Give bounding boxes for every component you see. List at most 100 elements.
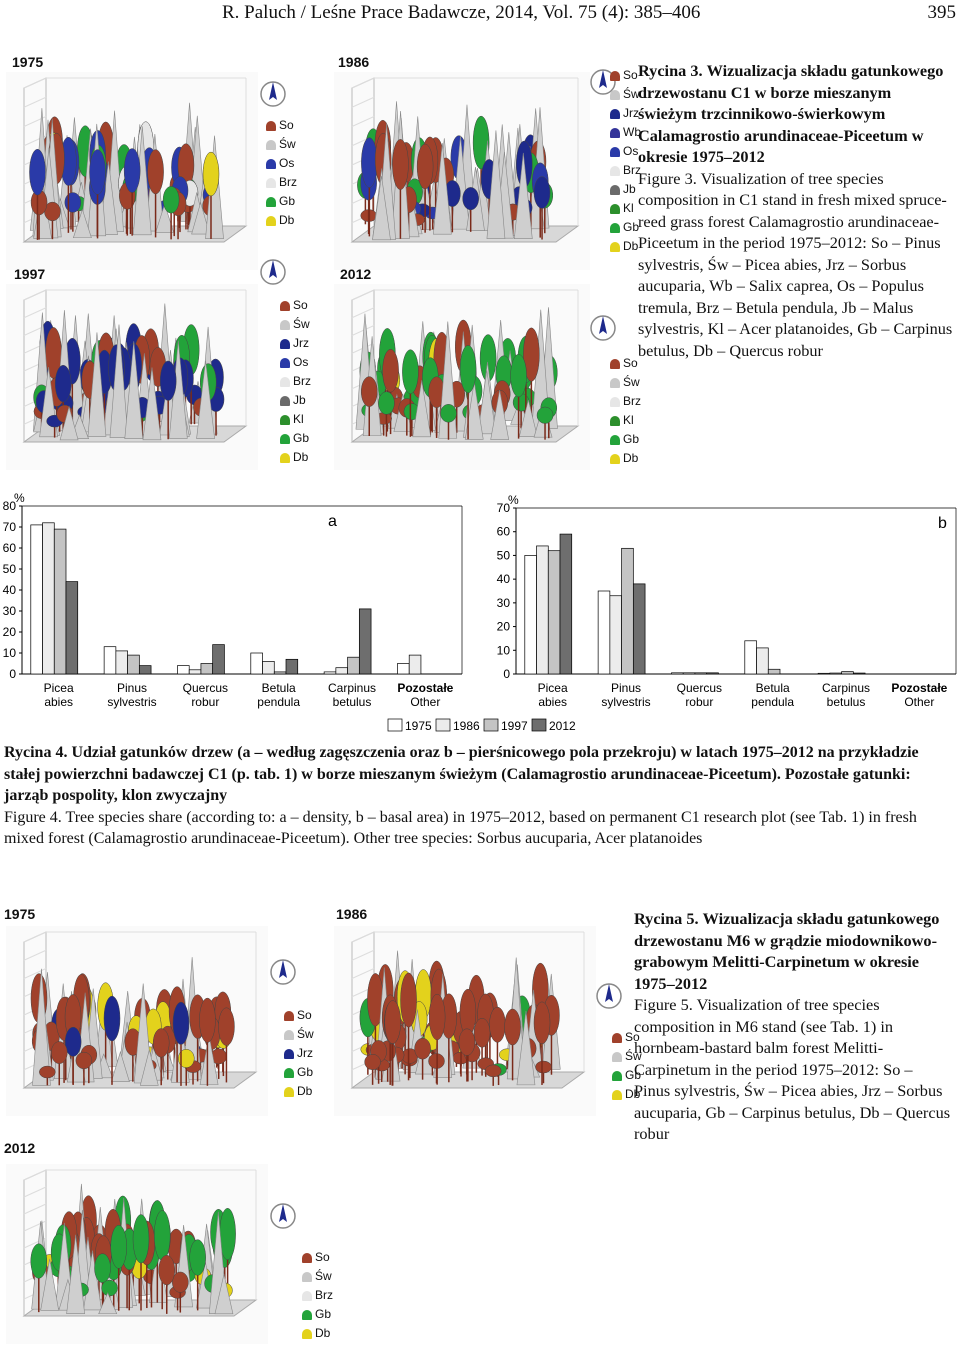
legend-label: Gb (623, 432, 640, 446)
y-tick-label: 40 (3, 583, 17, 597)
fig3-viz-1997 (6, 284, 258, 470)
north-arrow-icon (590, 66, 616, 107)
legend-swatch (280, 300, 290, 311)
legend-item: Św (610, 373, 641, 392)
y-tick-label: 50 (497, 548, 511, 562)
bar (200, 663, 214, 675)
figure-3-caption: Rycina 3. Wizualizacja składu gatunkoweg… (638, 60, 954, 361)
legend-label: Św (297, 1027, 314, 1041)
legend-swatch (610, 453, 620, 464)
bar (138, 665, 152, 675)
legend-item: Db (280, 448, 311, 467)
legend-item: Św (280, 315, 311, 334)
legend-item: Db (610, 237, 641, 256)
legend-label: Św (293, 317, 310, 331)
fig5-legend-2012: So Św Brz Gb Db (302, 1248, 333, 1343)
legend-item: Jrz (284, 1044, 314, 1063)
legend-item: Db (302, 1324, 333, 1343)
bar (177, 665, 190, 675)
legend-label: Brz (293, 374, 311, 388)
bar (408, 654, 422, 675)
y-tick-label: 30 (497, 596, 511, 610)
legend-item: Db (612, 1085, 642, 1104)
legend-swatch (266, 158, 276, 169)
caption-label: Figure 4. (4, 808, 62, 826)
x-tick-label: Other (904, 695, 934, 709)
bar (632, 583, 646, 675)
legend-item: Os (280, 353, 311, 372)
legend-item: So (612, 1028, 642, 1047)
x-tick-label: pendula (751, 695, 794, 709)
caption-label: Rycina 4. (4, 744, 68, 761)
legend-label: Gb (279, 194, 296, 208)
bar (706, 672, 719, 675)
fig3-viz-2012 (334, 284, 590, 470)
y-tick-label: 0 (9, 667, 16, 681)
bar (347, 656, 360, 675)
y-tick-label: 40 (497, 572, 511, 586)
legend-label: 1986 (453, 719, 480, 733)
x-tick-label: abies (538, 695, 567, 709)
legend-label: Kl (293, 412, 304, 426)
fig5-viz-1975 (6, 926, 268, 1116)
legend-item: So (280, 296, 311, 315)
legend-swatch (266, 196, 276, 207)
legend-item: Św (302, 1267, 333, 1286)
legend-label: Db (293, 450, 309, 464)
legend-label: Db (625, 1087, 641, 1101)
north-arrow-icon (260, 78, 286, 119)
fig5-panel-year: 2012 (4, 1140, 36, 1156)
north-arrow-icon (590, 312, 616, 353)
legend-label: Gb (293, 431, 310, 445)
legend-swatch (610, 222, 620, 233)
panel-label: b (938, 515, 947, 532)
y-tick-label: 60 (497, 525, 511, 539)
legend-swatch (284, 1048, 294, 1059)
figure-5-caption: Rycina 5. Wizualizacja składu gatunkoweg… (634, 908, 952, 1145)
legend-label: Jrz (623, 106, 639, 120)
legend-label: Św (315, 1269, 332, 1283)
y-tick-label: 50 (3, 562, 17, 576)
x-tick-label: Pozostałe (397, 681, 453, 695)
legend-swatch (302, 1252, 312, 1263)
legend-swatch (610, 89, 620, 100)
legend-swatch (302, 1290, 312, 1301)
legend-label: Św (279, 137, 296, 151)
bar (852, 672, 866, 675)
bar (103, 646, 117, 675)
x-tick-label: Other (410, 695, 440, 709)
caption-label: Figure 5. (634, 995, 693, 1014)
legend-label: 2012 (549, 719, 576, 733)
legend-label: Wb (623, 125, 641, 139)
bar (682, 672, 696, 675)
legend-swatch (610, 184, 620, 195)
legend-label: Gb (297, 1065, 314, 1079)
y-tick-label: 70 (3, 520, 17, 534)
caption-text-en: Tree species share (according to: a – de… (4, 808, 917, 848)
legend-swatch (612, 1070, 622, 1081)
bar (53, 528, 67, 675)
legend-item: Os (610, 142, 641, 161)
legend-swatch (612, 1032, 622, 1043)
x-tick-label: Picea (44, 681, 74, 695)
fig5-viz-1986 (334, 926, 596, 1116)
bar (273, 671, 287, 675)
running-header: R. Paluch / Leśne Prace Badawcze, 2014, … (0, 0, 960, 30)
legend-label: So (623, 68, 638, 82)
legend-label: Os (279, 156, 295, 170)
y-tick-label: 70 (497, 501, 511, 515)
legend-swatch (610, 127, 620, 138)
legend-label: Brz (623, 394, 641, 408)
legend-swatch (280, 433, 290, 444)
bar (335, 667, 348, 675)
legend-swatch (266, 177, 276, 188)
legend-swatch (284, 1010, 294, 1021)
legend-swatch (284, 1029, 294, 1040)
legend-item: So (266, 116, 297, 135)
figure-4-charts: 01020304050607080%aPiceaabiesPinussylves… (3, 491, 957, 733)
bar (744, 640, 757, 675)
chart-legend: 1975 1986 1997 2012 (387, 718, 576, 733)
legend-swatch (284, 1067, 294, 1078)
bar (250, 652, 263, 675)
legend-label: Jb (623, 182, 636, 196)
